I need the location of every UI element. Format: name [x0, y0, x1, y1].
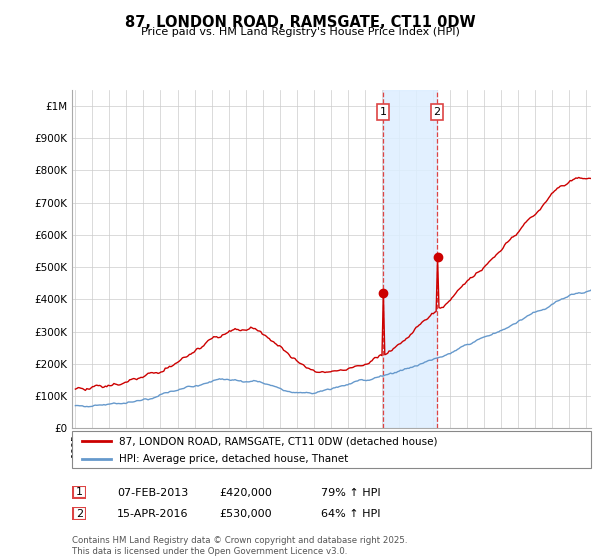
Text: Price paid vs. HM Land Registry's House Price Index (HPI): Price paid vs. HM Land Registry's House …	[140, 27, 460, 38]
Text: 07-FEB-2013: 07-FEB-2013	[117, 488, 188, 498]
Text: 64% ↑ HPI: 64% ↑ HPI	[321, 509, 380, 519]
Text: £420,000: £420,000	[219, 488, 272, 498]
Text: 15-APR-2016: 15-APR-2016	[117, 509, 188, 519]
Text: 1: 1	[76, 487, 83, 497]
Text: 87, LONDON ROAD, RAMSGATE, CT11 0DW (detached house): 87, LONDON ROAD, RAMSGATE, CT11 0DW (det…	[119, 436, 437, 446]
Bar	[383, 90, 437, 428]
FancyBboxPatch shape	[73, 486, 86, 498]
Text: £530,000: £530,000	[219, 509, 272, 519]
FancyBboxPatch shape	[72, 431, 591, 468]
Text: Contains HM Land Registry data © Crown copyright and database right 2025.
This d: Contains HM Land Registry data © Crown c…	[72, 536, 407, 556]
Text: 79% ↑ HPI: 79% ↑ HPI	[321, 488, 380, 498]
Text: 1: 1	[380, 107, 386, 117]
FancyBboxPatch shape	[73, 507, 86, 520]
Text: 2: 2	[433, 107, 440, 117]
Text: 2: 2	[76, 508, 83, 519]
Text: 87, LONDON ROAD, RAMSGATE, CT11 0DW: 87, LONDON ROAD, RAMSGATE, CT11 0DW	[125, 15, 475, 30]
Text: HPI: Average price, detached house, Thanet: HPI: Average price, detached house, Than…	[119, 454, 348, 464]
